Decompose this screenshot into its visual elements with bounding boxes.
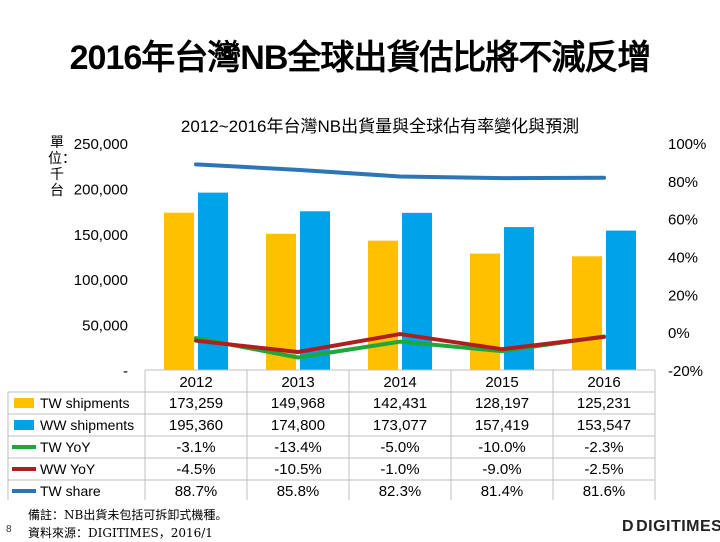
ww-shipments-value: 153,547 <box>577 417 631 434</box>
footnote: 備註：NB出貨未包括可拆卸式機種。 資料來源：DIGITIMES，2016/1 <box>28 506 227 542</box>
logo-text: DIGITIMES <box>636 518 720 535</box>
footnote-source: 資料來源：DIGITIMES，2016/1 <box>28 526 213 540</box>
tw-shipments-bar <box>368 240 398 370</box>
right-axis-tick: 60% <box>668 212 698 229</box>
unit-label: 單位：千台 <box>48 134 76 198</box>
tw-yoy-value: -10.0% <box>478 439 526 456</box>
ww-yoy-line <box>194 332 606 355</box>
tw-shipments-bar <box>164 212 194 370</box>
right-axis-tick: 100% <box>668 136 706 153</box>
slide-title: 2016年台灣NB全球出貨估比將不減反增 <box>69 39 652 77</box>
digitimes-logo: D DIGITIMES <box>622 518 720 536</box>
left-axis-tick: 200,000 <box>74 181 128 198</box>
page-number: 8 <box>6 524 12 535</box>
ww-shipments-value: 174,800 <box>271 417 325 434</box>
ww-shipments-value: 195,360 <box>169 417 223 434</box>
right-axis-tick: 20% <box>668 287 698 304</box>
ww-yoy-value: -9.0% <box>482 461 521 478</box>
left-axis-tick: - <box>123 363 128 380</box>
left-axis-tick: 150,000 <box>74 227 128 244</box>
tw-share-line <box>194 162 606 181</box>
ww-shipments-legend-swatch <box>14 420 34 430</box>
tw-share-value: 81.4% <box>481 483 524 500</box>
tw-shipments-legend-label: TW shipments <box>40 395 129 411</box>
chart: - 50,000 100,000 150,000 200,000 250,000 -20% 0… <box>7 136 706 500</box>
ww-yoy-legend-label: WW YoY <box>40 461 96 477</box>
ww-shipments-legend-label: WW shipments <box>40 417 134 433</box>
ww-shipments-value: 157,419 <box>475 417 529 434</box>
ww-yoy-value: -10.5% <box>274 461 322 478</box>
tw-yoy-value: -13.4% <box>274 439 322 456</box>
right-axis-tick: -20% <box>668 363 703 380</box>
tw-share-value: 82.3% <box>379 483 422 500</box>
left-axis-tick: 50,000 <box>82 318 128 335</box>
tw-shipments-bar <box>572 256 602 370</box>
ww-yoy-value: -1.0% <box>380 461 419 478</box>
tw-shipments-value: 128,197 <box>475 395 529 412</box>
tw-shipments-legend-swatch <box>14 398 34 408</box>
right-axis-tick: 80% <box>668 174 698 191</box>
tw-yoy-legend-label: TW YoY <box>40 439 91 455</box>
tw-share-legend-label: TW share <box>40 483 101 499</box>
tw-shipments-value: 149,968 <box>271 395 325 412</box>
ww-shipments-value: 173,077 <box>373 417 427 434</box>
right-axis-tick: 0% <box>668 325 690 342</box>
category-label: 2015 <box>485 374 518 391</box>
left-axis-tick: 250,000 <box>74 136 128 153</box>
tw-share-value: 85.8% <box>277 483 320 500</box>
category-label: 2012 <box>179 374 212 391</box>
tw-share-value: 88.7% <box>175 483 218 500</box>
tw-share-value: 81.6% <box>583 483 626 500</box>
chart-title: 2012~2016年台灣NB出貨量與全球佔有率變化與預測 <box>180 117 580 136</box>
category-label: 2013 <box>281 374 314 391</box>
ww-yoy-value: -4.5% <box>176 461 215 478</box>
ww-shipments-bar <box>300 211 330 370</box>
tw-shipments-bar <box>470 253 500 370</box>
category-label: 2014 <box>383 374 416 391</box>
tw-shipments-value: 173,259 <box>169 395 223 412</box>
category-label: 2016 <box>587 374 620 391</box>
ww-shipments-bar <box>606 230 636 370</box>
footnote-note: 備註：NB出貨未包括可拆卸式機種。 <box>28 508 228 522</box>
tw-yoy-value: -3.1% <box>176 439 215 456</box>
ww-shipments-bar <box>402 212 432 370</box>
left-axis-tick: 100,000 <box>74 272 128 289</box>
right-axis-tick: 40% <box>668 250 698 267</box>
tw-yoy-value: -5.0% <box>380 439 419 456</box>
ww-yoy-value: -2.5% <box>584 461 623 478</box>
tw-yoy-value: -2.3% <box>584 439 623 456</box>
tw-shipments-value: 142,431 <box>373 395 427 412</box>
logo-mark: D <box>622 518 635 535</box>
tw-shipments-value: 125,231 <box>577 395 631 412</box>
